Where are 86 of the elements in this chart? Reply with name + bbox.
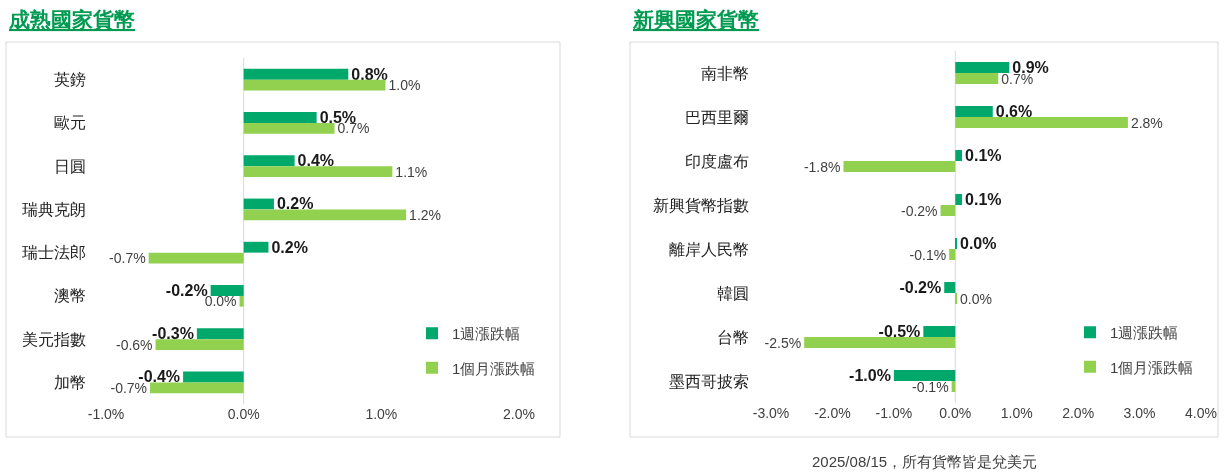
bar xyxy=(155,339,244,350)
data-label: -2.5% xyxy=(764,334,802,351)
y-tick-label: 新興貨幣指數 xyxy=(653,196,749,214)
bar xyxy=(210,285,244,296)
data-label: 0.1% xyxy=(965,147,1002,164)
bar xyxy=(150,382,244,394)
y-tick-label: 南非幣 xyxy=(701,64,749,82)
legend-label: 1週漲跌幅 xyxy=(1110,324,1179,342)
data-label: -0.7% xyxy=(109,250,146,267)
bar xyxy=(243,112,317,123)
x-tick-label: 0.0% xyxy=(939,405,972,421)
data-label: -0.3% xyxy=(152,325,194,343)
data-label: -0.2% xyxy=(900,202,938,219)
y-tick-label: 加幣 xyxy=(54,373,86,391)
data-label: -0.1% xyxy=(909,246,947,263)
data-label: 1.0% xyxy=(388,77,421,94)
bar xyxy=(243,166,393,177)
y-tick-label: 墨西哥披索 xyxy=(669,372,749,390)
data-label: 2.8% xyxy=(1130,114,1163,131)
data-label: 0.2% xyxy=(276,195,314,213)
bar xyxy=(243,68,349,80)
data-label: 0.0% xyxy=(960,235,997,252)
x-tick-label: -1.0% xyxy=(875,405,913,421)
data-label: 0.0% xyxy=(960,290,992,307)
bar xyxy=(923,326,956,337)
bar xyxy=(243,79,386,91)
x-tick-label: -1.0% xyxy=(87,406,125,422)
bar xyxy=(940,205,956,216)
data-label: -0.5% xyxy=(878,323,921,340)
data-label: 0.8% xyxy=(351,65,388,83)
y-tick-label: 印度盧布 xyxy=(685,152,749,170)
y-tick-label: 瑞士法郎 xyxy=(22,244,86,262)
y-tick-label: 英鎊 xyxy=(54,71,86,89)
y-tick-label: 澳幣 xyxy=(54,287,86,305)
data-label: -1.8% xyxy=(803,158,841,175)
bar xyxy=(243,241,269,253)
x-tick-label: 0.0% xyxy=(227,406,260,422)
data-label: 0.4% xyxy=(297,152,335,170)
legend-label: 1個月漲跌幅 xyxy=(1110,358,1194,376)
bar xyxy=(955,106,993,117)
y-tick-label: 歐元 xyxy=(54,114,86,132)
bar xyxy=(949,249,956,260)
data-label: -0.6% xyxy=(115,336,153,353)
bar xyxy=(243,122,335,134)
y-tick-label: 巴西里爾 xyxy=(685,108,749,126)
data-label: -0.2% xyxy=(899,279,942,296)
bar xyxy=(955,73,999,84)
data-label: 0.1% xyxy=(965,191,1002,208)
bar xyxy=(955,150,963,161)
bar xyxy=(893,370,956,381)
x-tick-label: 1.0% xyxy=(1000,405,1033,421)
bar xyxy=(804,337,956,348)
bar xyxy=(955,194,963,205)
bar xyxy=(196,328,244,340)
y-tick-label: 離岸人民幣 xyxy=(669,240,749,258)
legend-label: 1個月漲跌幅 xyxy=(452,359,536,377)
x-tick-label: 3.0% xyxy=(1123,405,1156,421)
legend-label: 1週漲跌幅 xyxy=(452,325,521,343)
bar xyxy=(239,295,244,307)
data-label: -0.1% xyxy=(912,378,949,395)
y-tick-label: 美元指數 xyxy=(22,330,86,348)
x-tick-label: -3.0% xyxy=(752,405,790,421)
x-tick-label: 2.0% xyxy=(1062,405,1095,421)
bar xyxy=(955,62,1010,73)
x-tick-label: 4.0% xyxy=(1185,405,1217,421)
x-tick-label: 1.0% xyxy=(365,406,398,422)
bar xyxy=(148,252,244,264)
bar xyxy=(243,155,295,167)
bar xyxy=(243,198,274,210)
y-tick-label: 台幣 xyxy=(717,328,749,346)
bar xyxy=(955,117,1128,128)
bar xyxy=(183,371,244,383)
data-label: -1.0% xyxy=(849,367,891,384)
data-label: 1.1% xyxy=(395,163,428,180)
y-tick-label: 日圓 xyxy=(54,157,86,175)
data-label: 0.6% xyxy=(995,103,1033,120)
text: 2025/08/15，所有貨幣皆是兌美元 xyxy=(812,453,1038,470)
x-tick-label: 2.0% xyxy=(503,406,535,422)
y-tick-label: 韓圓 xyxy=(717,284,749,302)
data-label: 1.2% xyxy=(409,206,442,223)
x-tick-label: -2.0% xyxy=(814,405,851,421)
bar xyxy=(843,161,956,172)
y-tick-label: 瑞典克朗 xyxy=(22,200,86,218)
bar xyxy=(944,282,956,293)
bar xyxy=(243,209,407,221)
data-label: 0.2% xyxy=(271,238,308,256)
